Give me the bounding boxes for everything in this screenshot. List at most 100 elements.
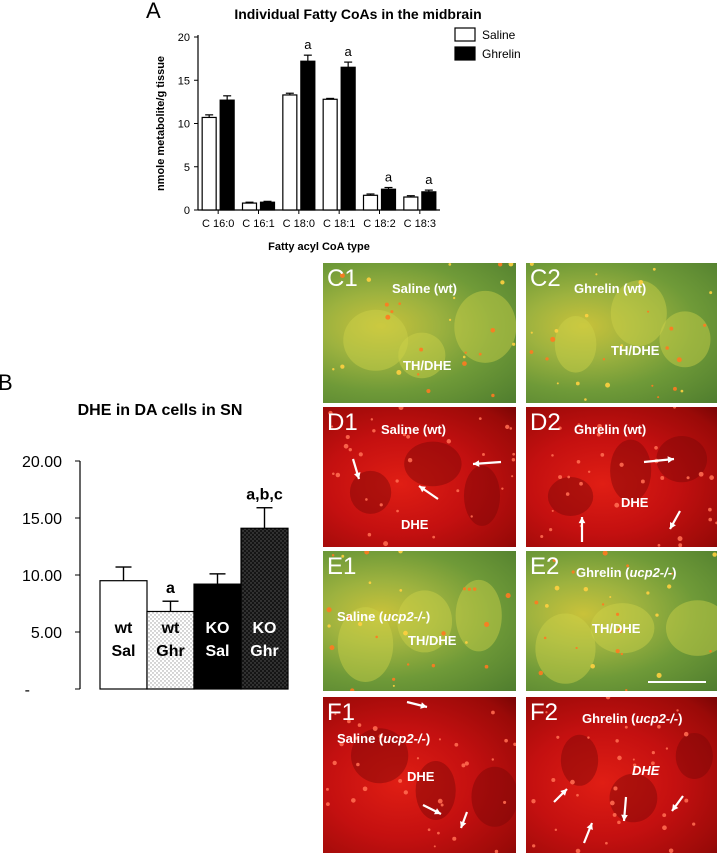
chart-b-category-label: KO — [253, 620, 277, 637]
dhe-dot — [367, 532, 372, 537]
dhe-dot — [640, 479, 645, 484]
dhe-dot — [587, 736, 590, 739]
micrograph-stain-label: DHE — [401, 517, 429, 532]
micrograph-letter: F1 — [327, 699, 356, 726]
dhe-dot — [437, 798, 443, 804]
cell-body — [535, 613, 596, 684]
chart-a-bar-saline — [241, 202, 258, 211]
dhe-dot — [651, 761, 655, 766]
cell-body — [547, 476, 594, 516]
dhe-dot — [343, 443, 349, 449]
micrograph-caption-genotype: ucp2-/- — [383, 609, 426, 624]
dhe-dot — [347, 719, 351, 724]
dhe-dot — [575, 646, 578, 650]
arrow-head-icon — [672, 804, 679, 811]
dhe-dot — [383, 541, 389, 547]
dhe-dot — [364, 551, 370, 555]
chart-a-x-tick-label: C 18:1 — [323, 218, 355, 230]
dhe-dot — [602, 551, 608, 556]
chart-a-significance-label: a — [385, 170, 393, 185]
micrograph-caption: Saline (ucp2-/-) — [337, 609, 430, 624]
dhe-dot — [478, 352, 482, 356]
dhe-dot — [554, 828, 558, 832]
dhe-dot — [657, 396, 660, 399]
dhe-dot — [356, 762, 360, 767]
dhe-dot — [453, 296, 456, 300]
dhe-dot — [626, 564, 630, 568]
dhe-dot — [396, 369, 402, 375]
dhe-dot — [461, 763, 466, 768]
dhe-dot — [647, 310, 650, 313]
dhe-dot — [438, 738, 442, 741]
chart-a-x-tick-label: C 18:0 — [283, 218, 315, 230]
dhe-dot — [686, 476, 690, 480]
dhe-dot — [503, 800, 507, 804]
dhe-dot — [498, 263, 503, 267]
dhe-dot — [646, 591, 650, 595]
dhe-dot — [326, 787, 329, 791]
chart-a-x-tick-label: C 18:2 — [363, 218, 395, 230]
dhe-dot — [600, 453, 605, 457]
dhe-dot — [419, 347, 424, 352]
dhe-dot — [347, 614, 353, 620]
dhe-dot — [652, 267, 656, 271]
dhe-dot — [605, 841, 608, 845]
dhe-dot — [532, 844, 536, 848]
dhe-dot — [543, 636, 547, 640]
dhe-dot — [673, 407, 677, 409]
dhe-dot — [467, 587, 471, 591]
dhe-dot — [579, 481, 583, 486]
dhe-dot — [327, 624, 331, 628]
dhe-dot — [338, 282, 342, 285]
dhe-dot — [698, 471, 704, 477]
dhe-dot — [676, 357, 682, 363]
micrograph-caption-genotype: ucp2-/- — [635, 711, 679, 726]
dhe-dot — [602, 358, 606, 361]
dhe-dot — [616, 612, 620, 616]
micrograph-texture — [326, 551, 511, 691]
micrograph-f2: F2 Ghrelin (ucp2-/-) DHE — [526, 697, 717, 853]
dhe-dot — [427, 828, 431, 832]
micrograph-caption-genotype: ucp2-/- — [629, 565, 673, 580]
micrograph-stain-label: TH/DHE — [611, 343, 660, 358]
dhe-dot — [617, 628, 623, 634]
dhe-dot — [341, 554, 345, 558]
dhe-dot — [340, 364, 345, 369]
dhe-dot — [565, 492, 570, 496]
dhe-dot — [454, 742, 459, 747]
micrograph-letter: D1 — [327, 409, 358, 436]
chart-b-category-label: Sal — [111, 643, 135, 660]
chart-a-bar-ghrelin — [380, 188, 397, 211]
micrograph-stain-label: TH/DHE — [592, 621, 641, 636]
dhe-dot — [462, 587, 467, 591]
micrograph-f1: F1 Saline (ucp2-/-) DHE — [323, 697, 516, 853]
chart-a-bar-ghrelin — [421, 191, 437, 211]
cell-body — [404, 441, 462, 487]
chart-b-y-tick-label: 20.00 — [22, 454, 62, 471]
dhe-dot — [339, 741, 344, 747]
micrograph-caption-text: Saline ( — [337, 731, 384, 746]
dhe-dot — [470, 515, 473, 518]
dhe-dot — [398, 551, 403, 554]
dhe-dot — [511, 475, 514, 478]
panel-label-b: B — [0, 370, 13, 395]
dhe-dot — [552, 558, 556, 563]
dhe-dot — [448, 263, 452, 266]
micrograph-caption-text: Ghrelin (wt) — [574, 281, 647, 296]
micrograph-letter: C2 — [530, 265, 561, 292]
dhe-dot — [683, 731, 689, 737]
micrograph-caption: Saline (wt) — [392, 281, 457, 296]
cell-body — [659, 311, 711, 368]
dhe-dot — [540, 534, 544, 539]
cell-body — [349, 470, 392, 514]
dhe-dot — [570, 779, 575, 785]
dhe-dot — [609, 596, 612, 599]
micrograph-texture — [534, 551, 717, 691]
dhe-dot — [545, 603, 549, 608]
dhe-dot — [545, 357, 549, 361]
micrograph-caption-suffix: ) — [678, 711, 683, 726]
dhe-dot — [665, 346, 669, 350]
micrograph-stain-label: TH/DHE — [408, 633, 457, 648]
micrograph-caption-genotype: ucp2-/- — [383, 731, 426, 746]
dhe-dot — [372, 429, 376, 433]
